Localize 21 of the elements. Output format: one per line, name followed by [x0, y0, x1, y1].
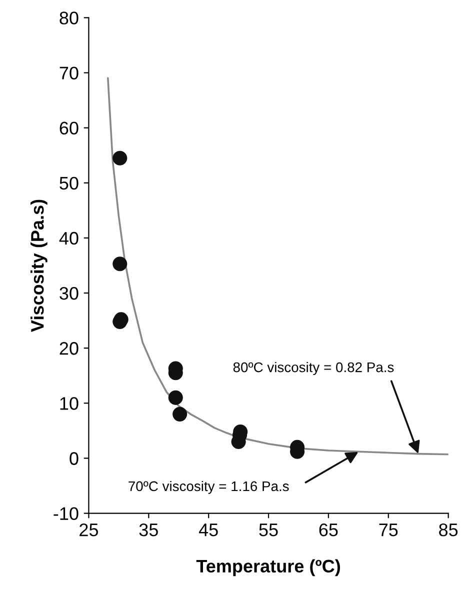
x-tick-label: 45 — [198, 524, 218, 536]
x-tick-label: 55 — [259, 524, 278, 536]
y-tick-label: 50 — [60, 176, 78, 190]
annotation: 70ºC viscosity = 1.16 Pa.s — [128, 480, 289, 494]
y-tick-label: -10 — [54, 507, 78, 520]
y-tick-label: 30 — [60, 286, 78, 300]
y-tick-label: 0 — [70, 452, 78, 465]
x-tick-label: 65 — [319, 524, 338, 536]
x-tick-label: 75 — [379, 524, 398, 536]
x-tick-label: 35 — [139, 524, 158, 536]
x-tick-label: 25 — [80, 524, 98, 536]
y-tick-label: 10 — [60, 397, 78, 410]
x-axis-title: Temperature (ºC) — [196, 559, 340, 576]
x-tick-label: 85 — [439, 524, 458, 536]
y-tick-label: 20 — [60, 342, 78, 355]
y-tick-label: 40 — [59, 232, 78, 245]
y-tick-label: 60 — [60, 122, 78, 135]
y-tick-label: 80 — [60, 12, 78, 24]
annotation: 80ºC viscosity = 0.82 Pa.s — [233, 362, 394, 375]
y-axis-title: Viscosity (Pa.s) — [30, 200, 48, 332]
y-tick-label: 70 — [60, 66, 78, 80]
